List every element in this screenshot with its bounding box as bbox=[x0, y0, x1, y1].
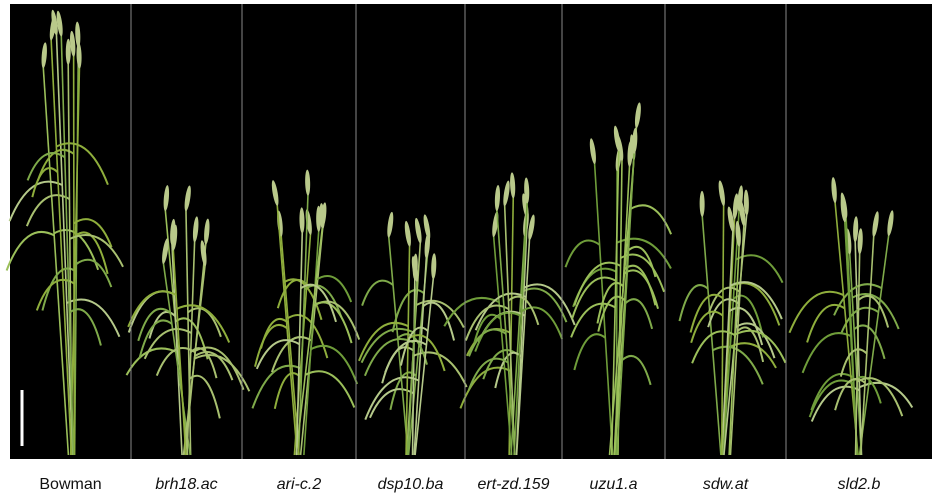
panel-label: brh18.ac bbox=[155, 476, 217, 493]
panel-label: dsp10.ba bbox=[378, 476, 444, 493]
panel-label: ert-zd.159 bbox=[477, 476, 549, 493]
panel-label: sld2.b bbox=[838, 476, 881, 493]
panel-label: Bowman bbox=[39, 476, 101, 493]
figure: Bowman brh18.ac ari-c.2 dsp10.ba ert-zd.159 u… bbox=[0, 0, 938, 494]
panel-label: uzu1.a bbox=[589, 476, 637, 493]
photo-background bbox=[10, 4, 932, 459]
panel-label: sdw.at bbox=[703, 476, 749, 493]
panel-labels: Bowman brh18.ac ari-c.2 dsp10.ba ert-zd.159 u… bbox=[39, 476, 880, 493]
stem bbox=[74, 56, 75, 455]
panel-label: ari-c.2 bbox=[277, 476, 322, 493]
